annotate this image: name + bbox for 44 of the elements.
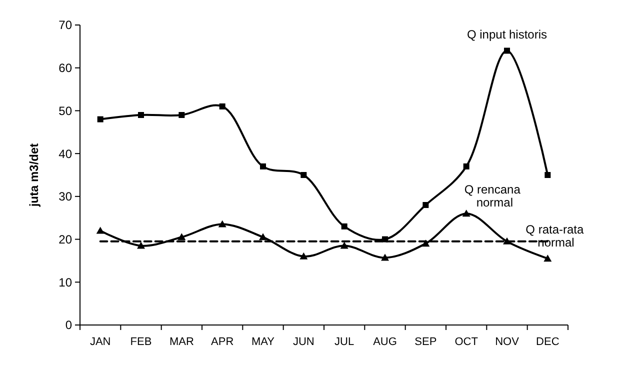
point bbox=[137, 242, 145, 249]
y-tick-label: 0 bbox=[65, 318, 72, 332]
point bbox=[219, 103, 226, 110]
x-tick-label: NOV bbox=[495, 336, 520, 348]
series-label: Q rencana normal bbox=[464, 182, 521, 210]
point bbox=[463, 163, 470, 170]
point bbox=[381, 254, 389, 261]
point bbox=[218, 220, 226, 228]
point bbox=[97, 116, 104, 122]
x-tick-label: AUG bbox=[373, 336, 397, 348]
point bbox=[138, 112, 144, 118]
point bbox=[504, 48, 510, 54]
x-tick-label: MAR bbox=[169, 336, 194, 348]
y-tick-label: 60 bbox=[58, 61, 72, 76]
y-tick-label: 20 bbox=[58, 232, 72, 246]
y-tick-label: 10 bbox=[58, 275, 72, 290]
point bbox=[259, 233, 267, 240]
x-tick-label: OCT bbox=[454, 336, 478, 348]
x-tick-label: JUL bbox=[334, 336, 354, 348]
y-tick-label: 70 bbox=[58, 18, 72, 32]
x-tick-label: MAY bbox=[251, 336, 276, 348]
x-tick-label: FEB bbox=[130, 336, 152, 348]
x-tick-label: JAN bbox=[90, 336, 111, 348]
x-tick-label: JUN bbox=[292, 336, 314, 348]
point bbox=[300, 172, 307, 178]
y-tick-label: 40 bbox=[58, 146, 72, 161]
point bbox=[340, 242, 348, 249]
y-tick-label: 50 bbox=[58, 104, 72, 118]
x-tick-label: SEP bbox=[414, 336, 437, 348]
y-tick-label: 30 bbox=[58, 190, 72, 204]
y-axis-title: juta m3/det bbox=[27, 143, 41, 208]
point bbox=[341, 223, 348, 230]
point bbox=[300, 252, 308, 260]
x-tick-label: APR bbox=[211, 336, 234, 348]
series-label: Q input historis bbox=[466, 28, 548, 42]
point bbox=[462, 210, 470, 217]
point bbox=[544, 254, 552, 262]
point bbox=[96, 226, 104, 234]
point bbox=[260, 163, 266, 170]
point bbox=[422, 202, 429, 208]
x-tick-label: DEC bbox=[536, 336, 560, 348]
point bbox=[178, 112, 185, 118]
point bbox=[544, 172, 551, 178]
point bbox=[178, 233, 186, 240]
